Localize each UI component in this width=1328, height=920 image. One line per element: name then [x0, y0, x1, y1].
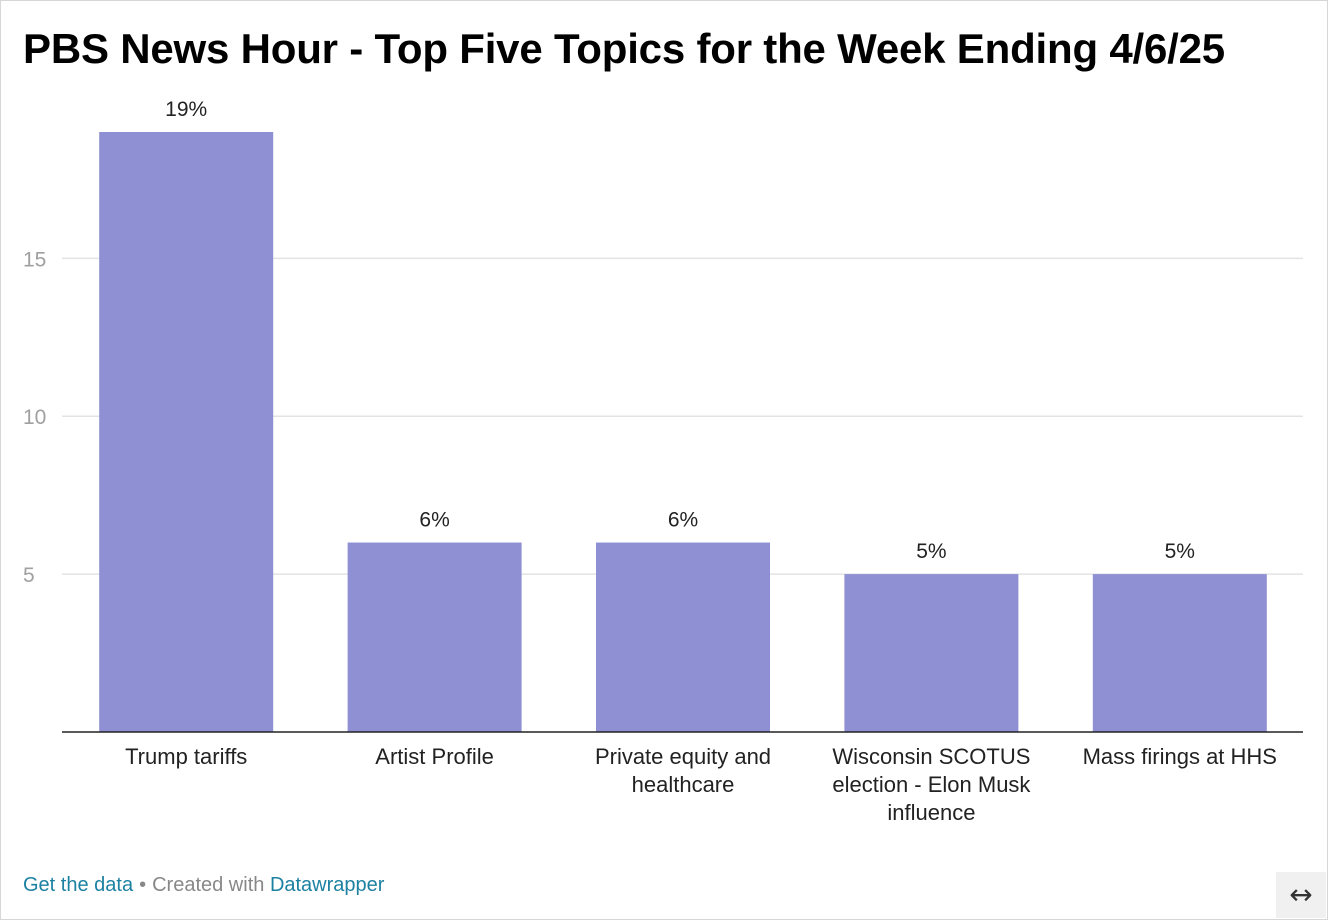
x-category-label: Mass firings at HHS — [1083, 744, 1277, 769]
bar-value-label: 5% — [916, 540, 946, 563]
x-category-label: Private equity and — [595, 744, 771, 769]
footer: Get the data • Created with Datawrapper — [23, 872, 384, 898]
x-category-label: Trump tariffs — [125, 744, 247, 769]
bar — [99, 132, 274, 732]
x-category-label: influence — [887, 800, 975, 825]
datawrapper-link[interactable]: Datawrapper — [269, 874, 385, 896]
bar — [1092, 574, 1267, 732]
bar — [844, 574, 1019, 732]
chart-title: PBS News Hour - Top Five Topics for the … — [23, 25, 1225, 72]
x-category-label: election - Elon Musk — [832, 772, 1031, 797]
bar-value-label: 5% — [1165, 540, 1195, 563]
y-tick-label: 5 — [23, 564, 35, 587]
bar-value-label: 19% — [165, 98, 207, 121]
bar — [347, 542, 522, 732]
bar-value-label: 6% — [419, 509, 449, 532]
x-category-label: Artist Profile — [375, 744, 494, 769]
footer-separator: • — [139, 874, 147, 896]
x-category-label: healthcare — [632, 772, 735, 797]
y-tick-label: 10 — [23, 406, 46, 429]
get-the-data-link[interactable]: Get the data — [23, 874, 134, 896]
bar — [596, 542, 770, 732]
y-tick-label: 15 — [23, 248, 46, 271]
resize-arrows-icon[interactable]: ↔ — [1276, 872, 1326, 918]
bar-value-label: 6% — [668, 509, 698, 532]
created-with-text: Created with — [152, 874, 265, 896]
x-category-label: Wisconsin SCOTUS — [832, 744, 1030, 769]
